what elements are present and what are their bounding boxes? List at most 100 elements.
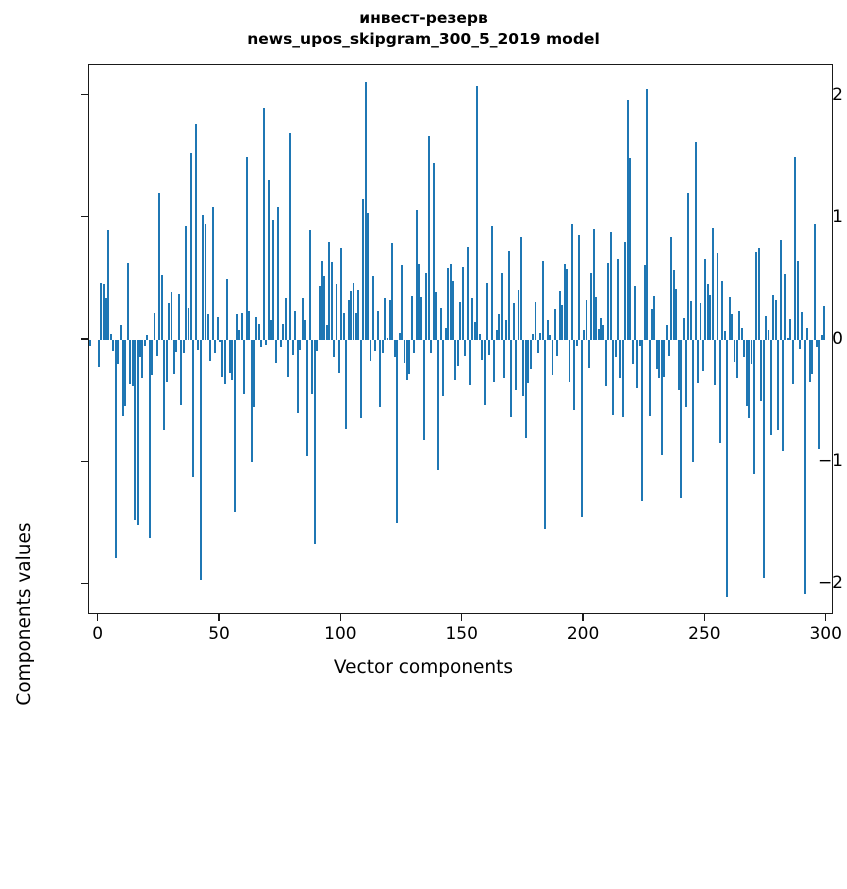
bar [704, 259, 707, 340]
y-tick-mark [81, 582, 88, 585]
bar [418, 264, 420, 340]
bar [687, 193, 690, 340]
bar [527, 340, 530, 383]
bar [408, 340, 411, 375]
bar [672, 270, 675, 340]
bar [648, 340, 651, 416]
bar [534, 302, 537, 340]
bar [367, 212, 370, 340]
x-tick-label: 300 [809, 624, 842, 644]
x-tick-label: 0 [92, 624, 104, 644]
bar [277, 206, 280, 340]
bar [660, 340, 663, 455]
x-tick-mark [703, 614, 706, 621]
x-tick-mark [582, 614, 584, 621]
bar [801, 311, 804, 340]
bar [323, 276, 326, 340]
bar [646, 89, 649, 340]
bar [117, 340, 120, 365]
bar [733, 340, 736, 362]
bar [481, 340, 484, 360]
bar [420, 297, 423, 340]
bar [816, 340, 818, 348]
bar [585, 299, 588, 340]
bar [177, 293, 180, 340]
bar [716, 253, 719, 340]
bar [524, 340, 527, 438]
bar [621, 340, 624, 417]
bar [337, 340, 340, 373]
bar [163, 340, 166, 431]
bar [493, 340, 496, 382]
bar [187, 308, 190, 340]
bar [267, 179, 270, 340]
bar [638, 340, 641, 347]
bar [415, 210, 418, 340]
bar [762, 340, 765, 579]
bar [330, 261, 333, 340]
bar [318, 286, 321, 340]
bar [405, 340, 408, 381]
bar [245, 156, 248, 340]
bar [794, 156, 797, 340]
bar [223, 340, 226, 384]
bar [791, 340, 794, 384]
bar [689, 300, 692, 340]
bar [291, 340, 294, 355]
y-tick-label: 1 [832, 206, 843, 227]
y-tick-mark [81, 93, 88, 96]
bar [197, 340, 200, 350]
x-tick-mark [339, 614, 342, 621]
bar [711, 227, 714, 340]
bar [129, 340, 132, 384]
bar [160, 275, 163, 340]
bar [442, 340, 445, 397]
y-tick-label: −2 [817, 573, 843, 594]
bar [155, 340, 158, 356]
bar [731, 314, 734, 340]
bar [105, 298, 107, 340]
bar [449, 264, 452, 340]
bar [653, 296, 656, 340]
plot-axes-area [88, 64, 833, 614]
chart-title-line-1: инвест-резерв [359, 9, 488, 27]
bar [818, 340, 821, 449]
bar [345, 340, 348, 430]
bar [340, 248, 343, 340]
bar [209, 340, 212, 361]
bar [799, 340, 801, 349]
bar [112, 340, 115, 351]
bar [612, 340, 615, 415]
bar [561, 304, 564, 340]
bar [803, 340, 806, 595]
bar [709, 294, 712, 340]
bar [655, 340, 658, 370]
x-tick-label: 100 [324, 624, 357, 644]
bar [219, 340, 221, 343]
bar [180, 340, 183, 405]
bar [522, 340, 525, 397]
bar [301, 298, 304, 340]
bar [182, 340, 185, 354]
bar [755, 252, 758, 340]
bar [146, 335, 149, 340]
bar [279, 340, 282, 348]
bar [774, 299, 777, 340]
bar [464, 340, 467, 356]
bar [102, 283, 105, 340]
bar [641, 340, 644, 502]
bar [658, 340, 661, 378]
bar [796, 260, 799, 340]
bar [304, 320, 306, 340]
bar [89, 340, 91, 347]
bar [216, 316, 219, 340]
bar [284, 298, 287, 340]
bar [459, 302, 462, 340]
bar [549, 335, 552, 340]
bar [233, 340, 236, 513]
bar [473, 321, 476, 340]
bar [651, 309, 653, 340]
bar [311, 340, 314, 394]
bar [566, 269, 569, 340]
bar [371, 276, 374, 340]
